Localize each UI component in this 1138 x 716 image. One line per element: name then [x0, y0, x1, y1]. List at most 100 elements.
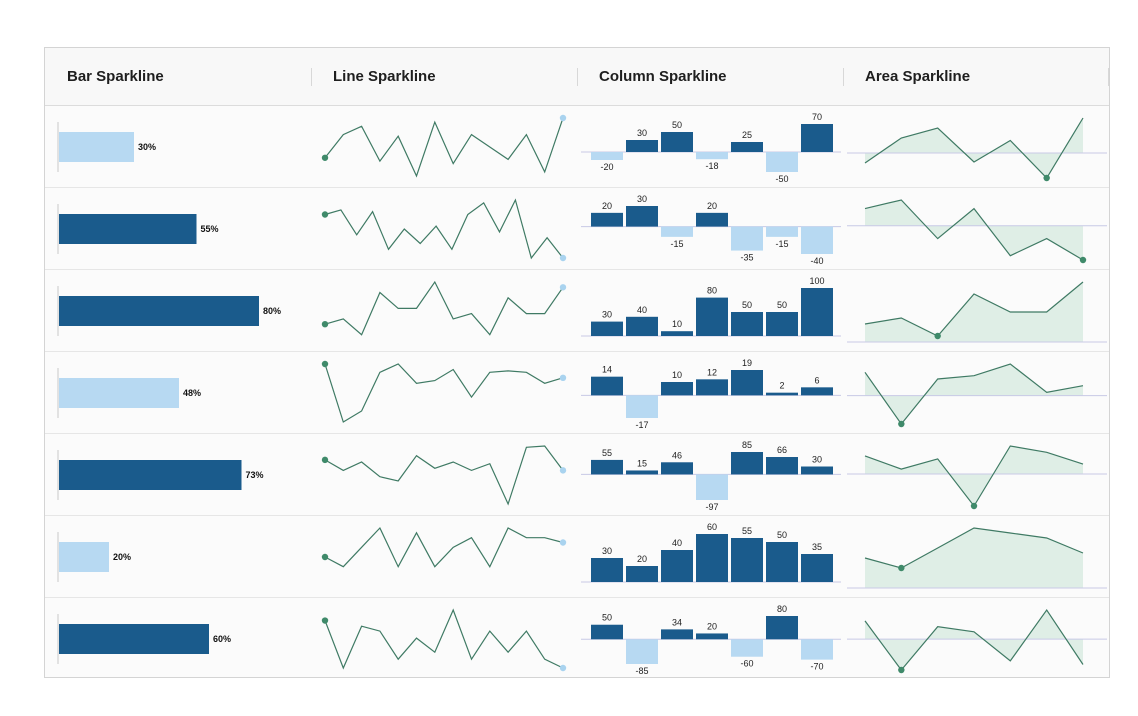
column-sparkline-cell: 55 15 46 -97 85 66 30: [577, 434, 843, 515]
bar-sparkline-cell: 48%: [45, 352, 311, 433]
bar-sparkline-cell-svg: 48%: [57, 368, 201, 418]
area-sparkline-cell: [843, 106, 1109, 187]
column-sparkline-bar: [591, 376, 623, 396]
area-sparkline-cell-svg: [847, 281, 1107, 343]
bar-sparkline-cell: 30%: [45, 106, 311, 187]
line-sparkline-path: [324, 363, 564, 423]
column-value-label: 46: [672, 450, 682, 460]
column-value-label: 15: [637, 458, 647, 468]
line-sparkline-cell: [311, 352, 577, 433]
bar-sparkline-bar: [59, 378, 179, 408]
bar-sparkline-label: 73%: [246, 470, 264, 480]
column-sparkline-bar: [591, 212, 623, 227]
column-value-label: 50: [777, 530, 787, 540]
column-sparkline-bar: [626, 639, 658, 664]
column-sparkline-bar: [661, 629, 693, 640]
column-divider: [577, 68, 578, 86]
area-sparkline-cell: [843, 352, 1109, 433]
column-value-label: -50: [775, 174, 788, 184]
column-sparkline-bar: [591, 321, 623, 336]
column-value-label: -97: [705, 502, 718, 512]
table-row[interactable]: 73% 55 15 46 -97 85 66 30: [45, 434, 1109, 516]
grid-header: Bar Sparkline Line Sparkline Column Spar…: [45, 48, 1109, 106]
line-end-marker: [559, 374, 567, 382]
line-sparkline-path: [324, 608, 564, 670]
bar-sparkline-cell: 80%: [45, 270, 311, 351]
column-header-line-sparkline[interactable]: Line Sparkline: [333, 68, 436, 85]
column-sparkline-bar: [801, 466, 833, 475]
column-sparkline-bar: [731, 312, 763, 336]
column-sparkline-bar: [766, 226, 798, 237]
line-sparkline-cell: [311, 434, 577, 515]
bar-sparkline-cell: 73%: [45, 434, 311, 515]
column-sparkline-bar: [626, 395, 658, 418]
column-value-label: 10: [672, 370, 682, 380]
column-sparkline-bar: [661, 382, 693, 396]
column-header-area-sparkline[interactable]: Area Sparkline: [865, 68, 971, 85]
column-sparkline-bar: [696, 534, 728, 582]
column-value-label: 85: [742, 440, 752, 450]
column-sparkline-cell: 14 -17 10 12 19 2 6: [577, 352, 843, 433]
column-value-label: 20: [602, 201, 612, 211]
column-sparkline-bar: [661, 132, 693, 152]
sparkline-grid: Bar Sparkline Line Sparkline Column Spar…: [44, 47, 1110, 678]
area-sparkline-fill: [865, 282, 1083, 342]
area-sparkline-fill: [865, 364, 1083, 424]
bar-sparkline-cell-svg: 60%: [57, 614, 231, 664]
column-sparkline-bar: [696, 152, 728, 160]
area-sparkline-cell: [843, 516, 1109, 597]
column-sparkline-bar: [731, 639, 763, 657]
area-min-marker: [1043, 174, 1050, 182]
column-value-label: 20: [707, 621, 717, 631]
line-end-marker: [559, 284, 567, 291]
line-start-marker: [321, 617, 329, 624]
column-value-label: -15: [670, 239, 683, 249]
table-row[interactable]: 30% -20 30 50 -18 25 -50 70: [45, 106, 1109, 188]
column-value-label: 50: [742, 300, 752, 310]
column-sparkline-bar: [626, 316, 658, 336]
table-row[interactable]: 80% 30 40 10 80 50 50 100: [45, 270, 1109, 352]
bar-sparkline-label: 60%: [213, 634, 231, 644]
column-value-label: 20: [707, 201, 717, 211]
column-value-label: 40: [637, 305, 647, 315]
line-sparkline-path: [324, 280, 564, 336]
line-sparkline-path: [324, 445, 564, 506]
column-value-label: 80: [707, 286, 717, 296]
area-sparkline-fill: [865, 528, 1083, 588]
table-row[interactable]: 55% 20 30 -15 20 -35 -15 -40: [45, 188, 1109, 270]
line-end-marker: [559, 539, 567, 546]
column-sparkline-bar: [731, 370, 763, 396]
table-row[interactable]: 48% 14 -17 10 12 19 2 6: [45, 352, 1109, 434]
bar-sparkline-label: 30%: [138, 142, 156, 152]
column-sparkline-bar: [696, 212, 728, 227]
column-header-bar-sparkline[interactable]: Bar Sparkline: [67, 68, 164, 85]
column-header-column-sparkline[interactable]: Column Sparkline: [599, 68, 727, 85]
bar-sparkline-cell: 20%: [45, 516, 311, 597]
column-value-label: 25: [742, 130, 752, 140]
column-sparkline-bar: [766, 542, 798, 582]
line-sparkline-cell-svg: [321, 360, 567, 423]
line-sparkline-cell: [311, 106, 577, 187]
column-value-label: 66: [777, 445, 787, 455]
column-value-label: 55: [602, 448, 612, 458]
line-sparkline-cell: [311, 598, 577, 677]
column-divider: [1108, 68, 1109, 86]
bar-sparkline-label: 20%: [113, 552, 131, 562]
column-sparkline-bar: [801, 288, 833, 336]
line-sparkline-cell-svg: [321, 198, 567, 262]
table-row[interactable]: 60% 50 -85 34 20 -60 80 -70: [45, 598, 1109, 677]
area-sparkline-cell: [843, 270, 1109, 351]
line-sparkline-cell-svg: [321, 280, 567, 336]
line-sparkline-cell: [311, 270, 577, 351]
area-sparkline-fill: [865, 118, 1083, 178]
column-sparkline-bar: [731, 538, 763, 582]
bar-sparkline-label: 48%: [183, 388, 201, 398]
column-value-label: 30: [602, 310, 612, 320]
table-row[interactable]: 20% 30 20 40 60 55 50 35: [45, 516, 1109, 598]
area-sparkline-cell-svg: [847, 199, 1107, 264]
line-sparkline-cell-svg: [321, 114, 567, 178]
column-value-label: 20: [637, 554, 647, 564]
line-end-marker: [559, 114, 567, 122]
column-value-label: 50: [602, 613, 612, 623]
